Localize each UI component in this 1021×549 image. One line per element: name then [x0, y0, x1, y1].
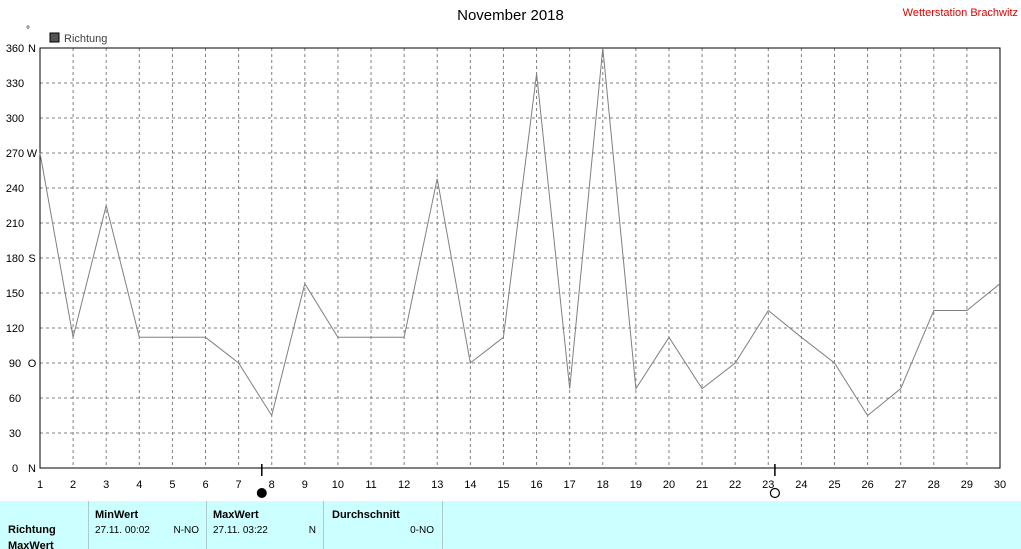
- y-tick-label: 90: [9, 358, 21, 370]
- unit-label: °: [26, 25, 30, 36]
- max-direction: N: [308, 525, 316, 536]
- y-tick-direction: N: [28, 43, 36, 55]
- row-label-richtung: Richtung: [8, 524, 56, 536]
- x-tick-label: 9: [302, 479, 308, 491]
- y-tick-label: 60: [9, 393, 21, 405]
- series-line-richtung: [39, 47, 1001, 417]
- y-tick-label: 360: [6, 43, 24, 55]
- x-tick-label: 3: [103, 479, 109, 491]
- header-avg: Durchschnitt: [332, 509, 400, 521]
- x-tick-label: 30: [994, 479, 1006, 491]
- x-tick-label: 23: [762, 479, 774, 491]
- y-tick-direction: W: [27, 148, 38, 160]
- y-tick-label: 210: [6, 218, 24, 230]
- new-moon-icon: [256, 488, 267, 498]
- x-tick-label: 28: [928, 479, 940, 491]
- plot-frame: [39, 47, 1001, 469]
- header-min: MinWert: [95, 509, 139, 521]
- legend-swatch: [49, 32, 60, 43]
- x-tick-label: 8: [269, 479, 275, 491]
- y-tick-direction: S: [28, 253, 35, 265]
- x-tick-label: 19: [630, 479, 642, 491]
- x-tick-label: 13: [431, 479, 443, 491]
- x-tick-label: 25: [828, 479, 840, 491]
- x-tick-label: 10: [332, 479, 344, 491]
- avg-direction: 0-NO: [410, 525, 434, 536]
- x-tick-label: 15: [497, 479, 509, 491]
- y-tick-label: 120: [6, 323, 24, 335]
- legend-label: Richtung: [64, 33, 107, 45]
- x-tick-label: 1: [37, 479, 43, 491]
- x-tick-label: 14: [464, 479, 476, 491]
- col-min: MinWert 27.11. 00:02 N-NO: [88, 501, 207, 549]
- y-tick-label: 30: [9, 428, 21, 440]
- y-tick-direction: O: [28, 358, 37, 370]
- col-max: MaxWert 27.11. 03:22 N: [206, 501, 324, 549]
- y-tick-label: 180: [6, 253, 24, 265]
- x-tick-label: 4: [136, 479, 142, 491]
- max-time: 27.11. 03:22: [213, 525, 268, 536]
- min-time: 27.11. 00:02: [95, 525, 150, 536]
- x-axis: 1 2 3 4 5 6 7 8 9 10 11 12 13 14 15 16 17 18 19 20 21 22 23 24 2…: [37, 479, 1006, 491]
- y-tick-label: 240: [6, 183, 24, 195]
- x-tick-label: 27: [895, 479, 907, 491]
- x-tick-label: 20: [663, 479, 675, 491]
- min-direction: N-NO: [173, 525, 199, 536]
- y-tick-label: 270: [6, 148, 24, 160]
- y-tick-label: 330: [6, 78, 24, 90]
- x-tick-label: 7: [236, 479, 242, 491]
- header-max: MaxWert: [213, 509, 259, 521]
- x-tick-label: 22: [729, 479, 741, 491]
- col-avg: Durchschnitt 0-NO: [323, 501, 443, 549]
- y-tick-label: 0: [12, 463, 18, 475]
- x-tick-label: 12: [398, 479, 410, 491]
- x-tick-label: 17: [564, 479, 576, 491]
- y-tick-label: 150: [6, 288, 24, 300]
- moon-phase-markers: [256, 464, 780, 499]
- y-tick-label: 300: [6, 113, 24, 125]
- x-tick-label: 18: [597, 479, 609, 491]
- chart-title: November 2018: [457, 7, 564, 24]
- x-tick-label: 24: [795, 479, 807, 491]
- x-tick-label: 6: [202, 479, 208, 491]
- x-tick-label: 26: [861, 479, 873, 491]
- x-tick-label: 2: [70, 479, 76, 491]
- x-tick-label: 29: [961, 479, 973, 491]
- x-tick-label: 21: [696, 479, 708, 491]
- y-tick-direction: N: [28, 463, 36, 475]
- x-tick-label: 11: [365, 479, 376, 491]
- station-name: Wetterstation Brachwitz: [902, 7, 1018, 19]
- x-tick-label: 5: [169, 479, 175, 491]
- row-label-maxwert: MaxWert: [8, 540, 54, 549]
- x-tick-label: 16: [530, 479, 542, 491]
- stats-table: Richtung MaxWert MinWert 27.11. 00:02 N-…: [0, 501, 1021, 549]
- full-moon-icon: [769, 487, 780, 499]
- chart-grid: [40, 48, 1000, 468]
